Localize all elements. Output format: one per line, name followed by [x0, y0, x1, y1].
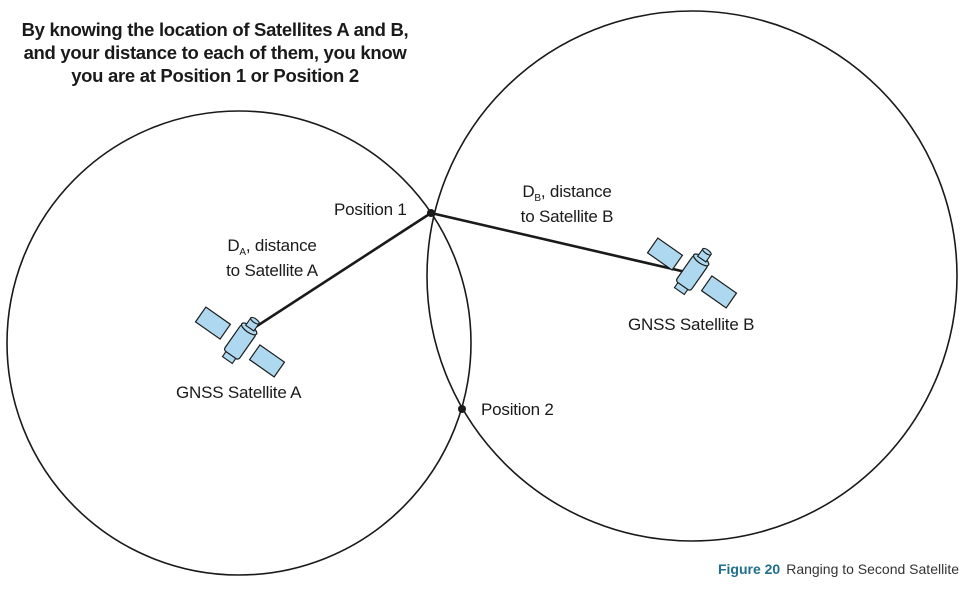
- figure-caption: Figure 20 Ranging to Second Satellite: [718, 561, 959, 577]
- range-circle-a: [6, 110, 472, 576]
- distance-line-a: [239, 211, 432, 339]
- headline-line-3: you are at Position 1 or Position 2: [71, 65, 359, 86]
- distance-b-line-2: to Satellite B: [520, 207, 614, 226]
- distance-a-line-2: to Satellite A: [226, 261, 318, 280]
- range-circle-b: [426, 10, 958, 542]
- satellite-b-label: GNSS Satellite B: [628, 315, 755, 334]
- distance-a-subscript: A: [239, 247, 246, 258]
- position-2-dot: [458, 405, 466, 413]
- headline-line-1: By knowing the location of Satellites A …: [21, 19, 409, 40]
- distance-a-label: DA, distance to Satellite A: [212, 235, 332, 282]
- distance-line-b: [430, 211, 691, 275]
- distance-b-label: DB, distance to Satellite B: [507, 181, 627, 228]
- distance-b-subscript: B: [534, 193, 541, 204]
- satellite-a-icon: [194, 306, 286, 378]
- position-1-label: Position 1: [334, 200, 407, 219]
- distance-b-symbol: D: [522, 182, 535, 201]
- headline-line-2: and your distance to each of them, you k…: [23, 42, 407, 63]
- headline: By knowing the location of Satellites A …: [10, 18, 420, 87]
- figure-title: Ranging to Second Satellite: [786, 561, 959, 577]
- figure-number: Figure 20: [717, 561, 781, 577]
- satellite-a-label: GNSS Satellite A: [176, 383, 302, 402]
- distance-a-text: , distance: [245, 236, 317, 255]
- satellite-b-icon: [646, 237, 738, 309]
- distance-b-text: , distance: [540, 182, 612, 201]
- position-2-label: Position 2: [481, 400, 554, 419]
- distance-a-symbol: D: [227, 236, 240, 255]
- position-1-dot: [427, 209, 435, 217]
